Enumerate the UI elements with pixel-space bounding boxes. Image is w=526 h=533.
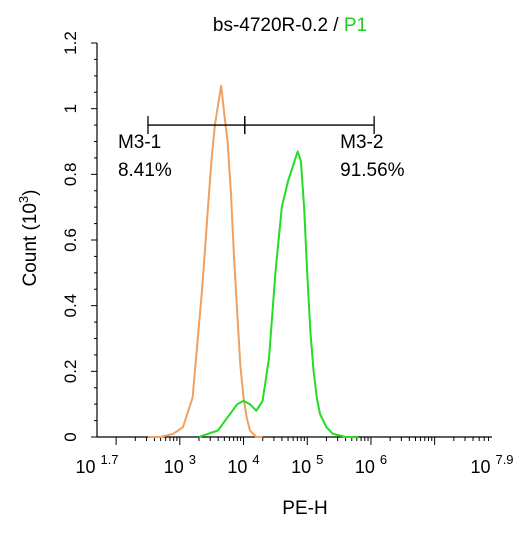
series-line-2 bbox=[198, 150, 359, 438]
x-axis-label: PE-H bbox=[282, 498, 327, 519]
x-tick-label: 10 7.9 bbox=[470, 452, 513, 477]
chart-title-main: bs-4720R-0.2 bbox=[213, 15, 328, 36]
y-tick-label: 0.8 bbox=[61, 163, 80, 187]
series-line-1 bbox=[148, 84, 263, 438]
y-axis-label-exponent: 3 bbox=[16, 196, 31, 203]
gate-name-label: M3-1 bbox=[118, 132, 161, 153]
x-tick-label: 10 3 bbox=[164, 452, 196, 477]
y-tick-label: 1 bbox=[61, 104, 80, 113]
y-axis-label-main: Count (10 bbox=[20, 203, 41, 286]
chart-title-gate: P1 bbox=[344, 15, 367, 36]
y-tick-label: 0.4 bbox=[61, 294, 80, 318]
y-tick-label: 0.6 bbox=[61, 228, 80, 252]
chart-title-separator: / bbox=[328, 15, 344, 36]
gate-percent-label: 8.41% bbox=[118, 160, 172, 181]
y-axis-ticks: 0 0.2 0.4 0.6 0.8 1 1.2 bbox=[61, 31, 97, 442]
gate-markers: M3-1 8.41% M3-2 91.56% bbox=[118, 116, 405, 181]
y-tick-label: 0.2 bbox=[61, 360, 80, 384]
y-tick-label: 0 bbox=[61, 432, 80, 441]
gate-percent-label: 91.56% bbox=[340, 160, 405, 181]
chart-title: bs-4720R-0.2 / P1 bbox=[213, 15, 367, 36]
x-tick-label: 10 1.7 bbox=[75, 452, 118, 477]
y-axis-label-close: ) bbox=[20, 189, 41, 195]
series-layer bbox=[148, 84, 359, 438]
y-tick-label: 1.2 bbox=[61, 31, 80, 55]
x-axis-ticks: 10 1.7 10 3 10 4 10 5 10 6 10 7.9 bbox=[75, 437, 514, 477]
x-tick-label: 10 6 bbox=[355, 452, 387, 477]
y-axis-label: Count (103) bbox=[16, 189, 41, 286]
x-tick-label: 10 5 bbox=[291, 452, 323, 477]
x-tick-label: 10 4 bbox=[227, 452, 259, 477]
gate-name-label: M3-2 bbox=[340, 132, 383, 153]
